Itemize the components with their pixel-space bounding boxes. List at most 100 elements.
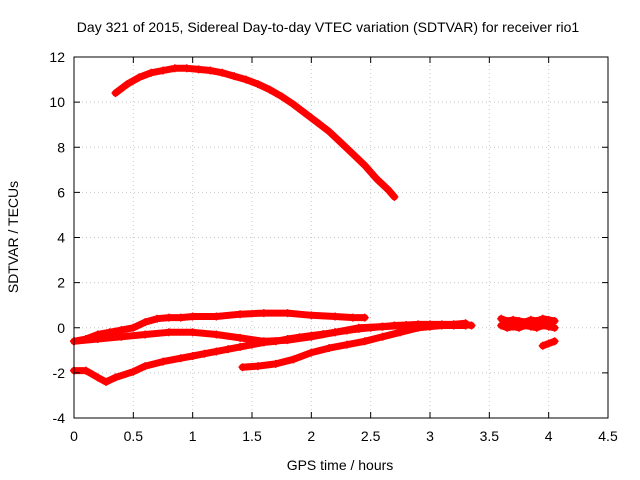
data-point	[153, 314, 162, 323]
y-tick-label: 4	[57, 230, 65, 246]
data-point	[325, 127, 334, 136]
data-point	[503, 316, 512, 325]
data-point	[366, 323, 375, 332]
x-tick-label: 0	[70, 428, 78, 444]
data-point	[265, 85, 274, 94]
data-point	[520, 321, 529, 330]
series-gap-bridge	[461, 320, 476, 330]
x-tick-label: 3.5	[480, 428, 500, 444]
data-point	[141, 318, 150, 327]
data-point	[188, 328, 197, 337]
data-point	[176, 354, 185, 363]
data-point	[188, 312, 197, 321]
data-point	[135, 73, 144, 82]
data-point	[526, 315, 535, 324]
data-point	[378, 322, 387, 331]
data-point	[259, 338, 268, 347]
data-point	[224, 345, 233, 354]
chart-title: Day 321 of 2015, Sidereal Day-to-day VTE…	[77, 19, 580, 35]
data-point	[236, 342, 245, 351]
data-point	[230, 72, 239, 81]
data-point	[259, 309, 268, 318]
y-tick-label: 2	[57, 275, 65, 291]
data-point	[111, 89, 120, 98]
data-point	[337, 138, 345, 147]
data-point	[188, 351, 197, 360]
data-point	[360, 337, 369, 346]
data-point	[550, 337, 559, 346]
series-tail-short	[538, 337, 559, 350]
data-point	[242, 75, 251, 84]
data-point	[212, 312, 221, 321]
data-point	[384, 186, 393, 195]
series-arc-upper-flat	[70, 309, 369, 346]
data-point	[538, 341, 547, 350]
data-point	[170, 64, 179, 73]
data-point	[325, 344, 334, 353]
data-point	[159, 357, 167, 366]
data-point	[176, 313, 185, 322]
data-point	[515, 323, 523, 332]
data-point	[289, 100, 298, 109]
y-tick-label: 10	[49, 94, 65, 110]
data-point	[164, 313, 173, 322]
y-tick-label: 0	[57, 320, 65, 336]
series-arc-late-low	[238, 319, 470, 372]
y-tick-label: -4	[53, 410, 66, 426]
data-point	[497, 321, 506, 330]
data-point	[544, 315, 553, 324]
data-point	[271, 359, 280, 368]
data-point	[503, 323, 512, 332]
data-point	[550, 323, 559, 332]
data-point	[117, 332, 126, 341]
data-point	[390, 192, 399, 201]
y-tick-label: 12	[49, 49, 65, 65]
data-point	[515, 316, 523, 325]
data-point	[307, 311, 316, 320]
data-point	[164, 328, 173, 337]
data-point	[544, 322, 553, 331]
data-point	[497, 314, 506, 323]
grid	[74, 57, 608, 418]
data-point	[467, 321, 476, 330]
data-point	[348, 150, 357, 159]
data-point	[550, 316, 559, 325]
data-series	[70, 64, 559, 386]
x-tick-label: 2	[307, 428, 315, 444]
data-point	[283, 309, 292, 318]
data-point	[238, 363, 247, 372]
x-tick-label: 4	[545, 428, 553, 444]
data-point	[102, 377, 111, 386]
data-point	[313, 118, 322, 127]
data-point	[182, 64, 191, 73]
data-point	[253, 362, 262, 371]
data-point	[159, 66, 167, 75]
y-tick-label: 8	[57, 139, 65, 155]
data-point	[307, 331, 316, 340]
data-point	[360, 313, 369, 322]
data-point	[141, 330, 150, 339]
x-tick-label: 1.5	[242, 428, 262, 444]
data-point	[81, 366, 90, 375]
data-point	[319, 330, 328, 339]
data-point	[147, 68, 156, 77]
data-point	[461, 320, 470, 329]
series-cluster-lower	[497, 321, 559, 332]
data-point	[426, 322, 434, 331]
data-point	[253, 80, 262, 89]
data-point	[141, 362, 150, 371]
x-tick-label: 2.5	[361, 428, 381, 444]
data-point	[194, 65, 203, 74]
data-point	[236, 333, 245, 342]
data-point	[129, 323, 138, 332]
data-point	[390, 321, 399, 330]
data-point	[331, 312, 340, 321]
data-point	[532, 316, 541, 325]
data-point	[348, 313, 357, 322]
data-point	[544, 339, 553, 348]
y-tick-label: -2	[53, 365, 66, 381]
data-point	[117, 326, 126, 335]
data-point	[206, 66, 215, 75]
data-point	[111, 373, 120, 382]
data-point	[360, 161, 369, 170]
